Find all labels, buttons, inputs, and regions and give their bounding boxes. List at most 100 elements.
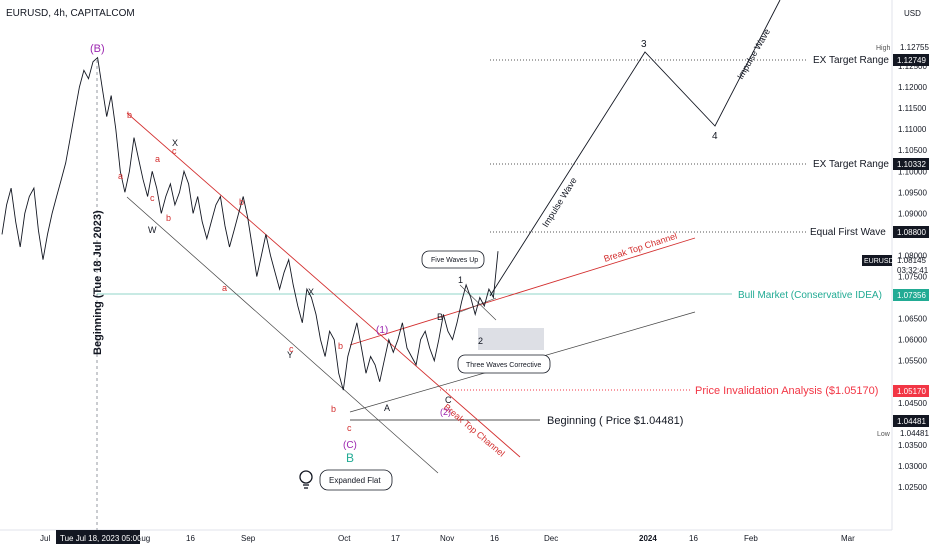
price-tick-label: 1.06000 [898, 336, 927, 345]
ex-low-tag: 1.10332 [897, 160, 926, 169]
lightbulb-icon [299, 470, 313, 489]
low-value: 1.04481 [900, 429, 929, 438]
price-tick-label: 1.11000 [898, 125, 927, 134]
three-waves-corrective-label: Three Waves Corrective [466, 362, 541, 369]
time-tick-label: Dec [544, 534, 558, 543]
price-tick-label: 1.02500 [898, 483, 927, 492]
price-tick-label: 1.03500 [898, 441, 927, 450]
crosshair-date-box [56, 530, 140, 544]
ex-low-tag-box [893, 158, 929, 170]
time-tick-label: Feb [744, 534, 758, 543]
time-tick-label: 16 [490, 534, 499, 543]
symbol-tag-box [862, 255, 892, 266]
symbol-tag: EURUSD [864, 258, 894, 265]
wave-b-red-3: b [239, 197, 244, 207]
bull-tag: 1.07356 [897, 291, 926, 300]
expanded-flat-box: Expanded Flat [319, 469, 393, 491]
wave-y-label-1: Y [287, 350, 293, 360]
low-label: Low [877, 431, 891, 438]
time-tick-label: Oct [338, 534, 351, 543]
price-tick-label: 1.08000 [898, 251, 927, 260]
wave-b-red-4: b [338, 341, 343, 351]
wave-2-label: 2 [478, 336, 483, 346]
break-top-channel-label-2: Break Top Channel [442, 402, 507, 459]
wave-a-red-2: a [155, 154, 160, 164]
price-tick-label: 1.09000 [898, 209, 927, 218]
price-tick-label: 1.05500 [898, 357, 927, 366]
invalid-tag-box [893, 385, 929, 397]
wave-1-paren-label: (1) [376, 325, 388, 336]
price-tick-label: 1.10500 [898, 146, 927, 155]
red-falling-channel-top [126, 112, 521, 458]
equal-first-wave-label: Equal First Wave [810, 227, 886, 238]
wave-2-paren-label: (2) [440, 407, 451, 417]
time-tick-label: Aug [136, 534, 150, 543]
wave-c-red-1: c [150, 193, 155, 203]
high-label: High [876, 45, 891, 52]
currency-label: USD [904, 9, 921, 18]
price-axis-panel[interactable] [892, 0, 932, 550]
impulse-wave-label-1: Impulse Wave [540, 176, 579, 229]
high-value: 1.12755 [900, 43, 929, 52]
wave-c-red-4: c [347, 423, 352, 433]
price-tick-label: 1.12500 [898, 62, 927, 71]
time-tick-label: 17 [391, 534, 400, 543]
ex-high-tag: 1.12749 [897, 56, 926, 65]
time-tick-label: Sep [241, 534, 256, 543]
price-tick-label: 1.12000 [898, 83, 927, 92]
beginning-price-label: Beginning ( Price $1.04481) [547, 415, 683, 427]
wave-c-red-3: c [289, 344, 294, 354]
last-price-tag: 1.08145 [897, 256, 926, 265]
wave-B-paren: (B) [90, 43, 105, 55]
time-tick-label: Nov [440, 534, 454, 543]
price-tags: High 1.12755 1.12749 1.10332 1.08800 EUR… [862, 43, 929, 438]
wave-b-red-1: b [127, 110, 132, 120]
price-invalidation-label: Price Invalidation Analysis ($1.05170) [695, 385, 878, 397]
time-tick-label: 16 [186, 534, 195, 543]
wave-b-cap-label: B [437, 312, 443, 322]
ex-high-tag-box [893, 54, 929, 66]
symbol-title: EURUSD, 4h, CAPITALCOM [6, 8, 135, 19]
price-tick-label: 1.10000 [898, 167, 927, 176]
wave-c-cap-label: C [445, 395, 452, 405]
impulse-wave-label-2: Impulse Wave [735, 27, 772, 81]
wave-a-cap-label: A [384, 403, 390, 413]
five-waves-up-label: Five Waves Up [431, 257, 478, 264]
wave-w-label-1: W [148, 225, 157, 235]
countdown-tag: 03:32:41 [897, 266, 929, 275]
time-tick-label: 16 [689, 534, 698, 543]
three-waves-box: Three Waves Corrective [457, 354, 551, 374]
time-axis-ticks: Jul Aug 16 Sep Oct 17 Nov 16 Dec 2024 16 Feb Mar [40, 534, 855, 543]
wave-x-label-2: X [308, 287, 314, 297]
price-axis-ticks: 1.025001.030001.035001.040001.045001.055… [898, 62, 927, 492]
projected-impulse-path [489, 0, 781, 297]
begin-tag: 1.04481 [897, 417, 926, 426]
equal-tag-box [893, 226, 929, 238]
wave-3-label: 3 [641, 39, 647, 50]
ex-target-label-2: EX Target Range [813, 159, 889, 170]
bull-tag-box [893, 289, 929, 301]
wave-a-red-3: a [222, 283, 227, 293]
wave-C-paren-label: (C) [343, 440, 357, 451]
falling-channel-bottom [126, 196, 439, 474]
price-tick-label: 1.09500 [898, 188, 927, 197]
wave-1-label: 1 [458, 275, 463, 285]
beginning-vertical-label: Beginning (Tue 18 Jul 2023) [92, 210, 104, 355]
price-tick-label: 1.06500 [898, 315, 927, 324]
break-top-channel-label-1: Break Top Channel [603, 231, 679, 264]
price-tick-label: 1.03000 [898, 462, 927, 471]
five-waves-up-box: Five Waves Up [421, 250, 485, 269]
bull-market-label: Bull Market (Conservative IDEA) [738, 290, 882, 301]
wave-c-red-2: c [172, 146, 177, 156]
wave-4-label: 4 [712, 131, 718, 142]
price-tick-label: 1.04500 [898, 399, 927, 408]
time-tick-label: Jul [40, 534, 50, 543]
support-zone [478, 328, 544, 350]
equal-tag: 1.08800 [897, 228, 926, 237]
crosshair-date: Tue Jul 18, 2023 05:00 [60, 534, 142, 543]
wave-x-label-1: X [172, 138, 178, 148]
price-tick-label: 1.07500 [898, 273, 927, 282]
expanded-flat-label: Expanded Flat [329, 476, 381, 485]
time-tick-label: Mar [841, 534, 855, 543]
